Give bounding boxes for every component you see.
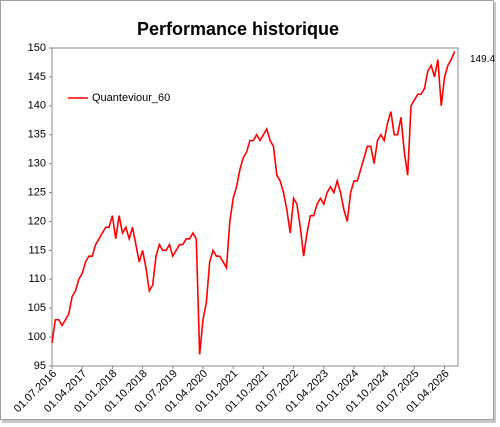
y-tick-label: 95 [34,360,46,372]
chart-title: Performance historique [137,19,339,39]
y-tick-label: 105 [28,302,46,314]
y-tick-label: 110 [28,273,46,285]
y-tick-label: 120 [28,215,46,227]
y-tick-label: 100 [28,331,46,343]
plot-area [51,47,459,367]
y-tick-label: 135 [28,129,46,141]
y-tick-label: 145 [28,71,46,83]
data-line [51,51,456,355]
end-annotation: 149.4 [470,54,495,65]
y-tick-label: 115 [28,244,46,256]
y-tick-label: 150 [28,42,46,54]
y-tick-label: 140 [28,100,46,112]
y-tick-label: 125 [28,186,46,198]
y-tick-label: 130 [28,158,46,170]
frame [0,0,494,420]
legend-label: Quanteviour_60 [92,92,170,104]
